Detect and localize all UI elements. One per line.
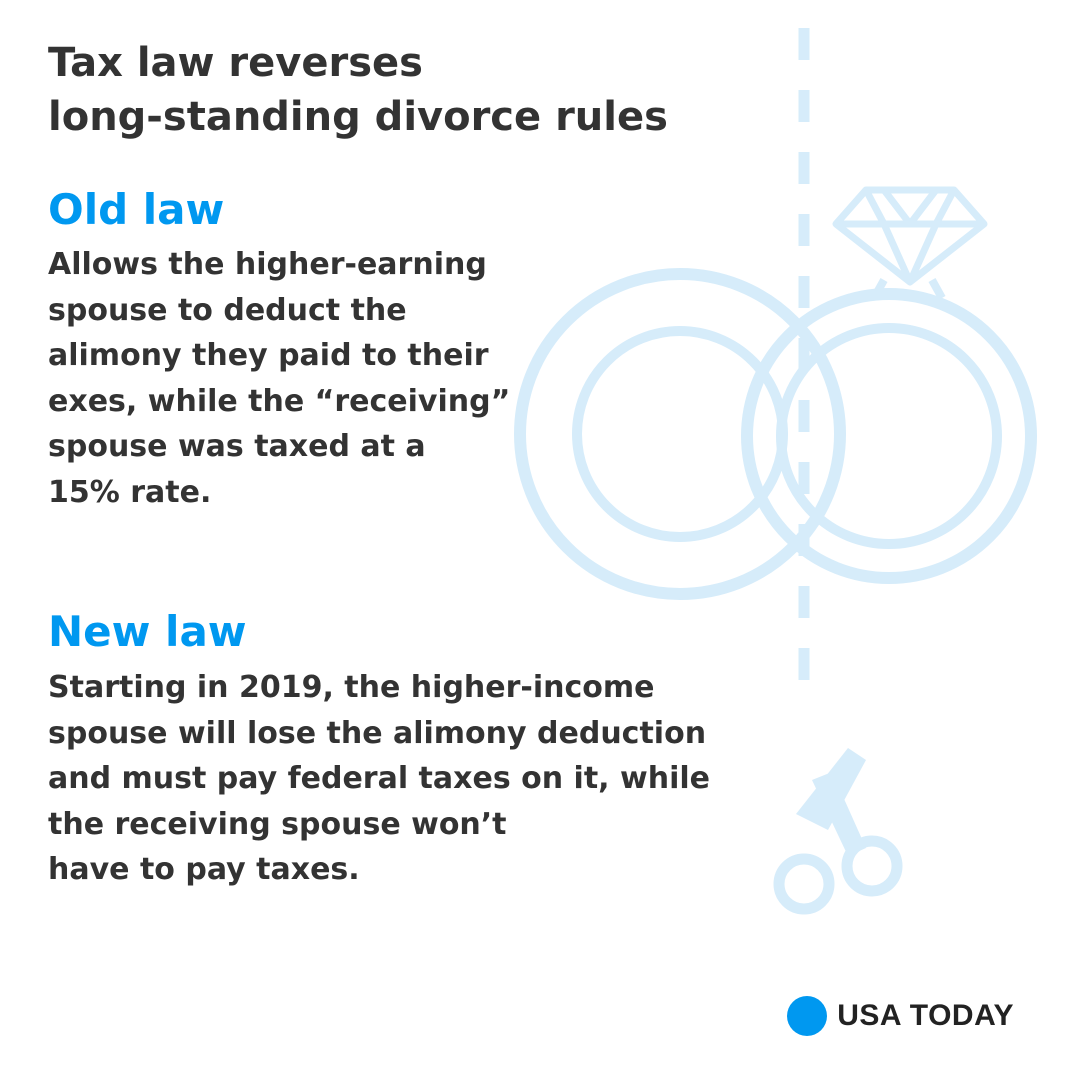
brand-dot-icon: [787, 996, 828, 1036]
right-ring-icon: [741, 278, 1037, 584]
scissors-icon: [773, 748, 903, 915]
page-title: Tax law reverses long-standing divorce r…: [48, 40, 668, 140]
old-law-heading: Old law: [48, 185, 225, 234]
usa-today-logo: USA TODAY: [787, 996, 1014, 1036]
diamond-icon: [832, 186, 988, 286]
left-ring-icon: [514, 268, 846, 600]
new-law-heading: New law: [48, 607, 247, 656]
brand-name: USA TODAY: [837, 999, 1014, 1032]
new-law-text: Starting in 2019, the higher-income spou…: [48, 670, 711, 887]
old-law-text: Allows the higher-earning spouse to dedu…: [48, 247, 511, 510]
